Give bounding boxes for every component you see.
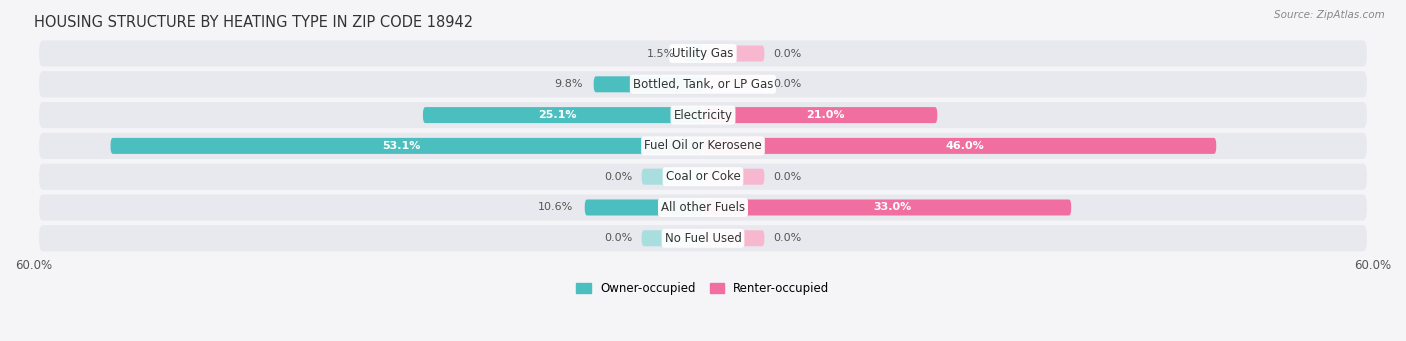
FancyBboxPatch shape xyxy=(39,71,1367,98)
Text: HOUSING STRUCTURE BY HEATING TYPE IN ZIP CODE 18942: HOUSING STRUCTURE BY HEATING TYPE IN ZIP… xyxy=(34,15,472,30)
Text: Source: ZipAtlas.com: Source: ZipAtlas.com xyxy=(1274,10,1385,20)
Text: Fuel Oil or Kerosene: Fuel Oil or Kerosene xyxy=(644,139,762,152)
Text: 9.8%: 9.8% xyxy=(554,79,582,89)
Text: All other Fuels: All other Fuels xyxy=(661,201,745,214)
Text: 0.0%: 0.0% xyxy=(773,79,801,89)
Text: 0.0%: 0.0% xyxy=(605,172,633,182)
FancyBboxPatch shape xyxy=(641,230,703,246)
FancyBboxPatch shape xyxy=(39,41,1367,66)
Text: 46.0%: 46.0% xyxy=(946,141,984,151)
Text: 1.5%: 1.5% xyxy=(647,48,675,59)
Text: 53.1%: 53.1% xyxy=(382,141,420,151)
Text: Bottled, Tank, or LP Gas: Bottled, Tank, or LP Gas xyxy=(633,78,773,91)
Text: 33.0%: 33.0% xyxy=(873,203,912,212)
FancyBboxPatch shape xyxy=(39,133,1367,159)
Text: Coal or Coke: Coal or Coke xyxy=(665,170,741,183)
Text: 0.0%: 0.0% xyxy=(605,233,633,243)
Text: 0.0%: 0.0% xyxy=(773,172,801,182)
FancyBboxPatch shape xyxy=(39,164,1367,190)
Text: No Fuel Used: No Fuel Used xyxy=(665,232,741,245)
FancyBboxPatch shape xyxy=(39,102,1367,128)
FancyBboxPatch shape xyxy=(703,199,1071,216)
FancyBboxPatch shape xyxy=(423,107,703,123)
FancyBboxPatch shape xyxy=(703,230,765,246)
FancyBboxPatch shape xyxy=(111,138,703,154)
Legend: Owner-occupied, Renter-occupied: Owner-occupied, Renter-occupied xyxy=(576,282,830,295)
FancyBboxPatch shape xyxy=(641,169,703,185)
Text: 0.0%: 0.0% xyxy=(773,233,801,243)
Text: 25.1%: 25.1% xyxy=(538,110,576,120)
FancyBboxPatch shape xyxy=(593,76,703,92)
Text: Electricity: Electricity xyxy=(673,108,733,122)
FancyBboxPatch shape xyxy=(686,45,703,61)
FancyBboxPatch shape xyxy=(703,138,1216,154)
FancyBboxPatch shape xyxy=(703,45,765,61)
Text: 21.0%: 21.0% xyxy=(807,110,845,120)
Text: 10.6%: 10.6% xyxy=(538,203,574,212)
FancyBboxPatch shape xyxy=(703,107,938,123)
FancyBboxPatch shape xyxy=(585,199,703,216)
FancyBboxPatch shape xyxy=(39,194,1367,221)
Text: Utility Gas: Utility Gas xyxy=(672,47,734,60)
FancyBboxPatch shape xyxy=(703,76,765,92)
Text: 0.0%: 0.0% xyxy=(773,48,801,59)
FancyBboxPatch shape xyxy=(39,225,1367,251)
FancyBboxPatch shape xyxy=(703,169,765,185)
